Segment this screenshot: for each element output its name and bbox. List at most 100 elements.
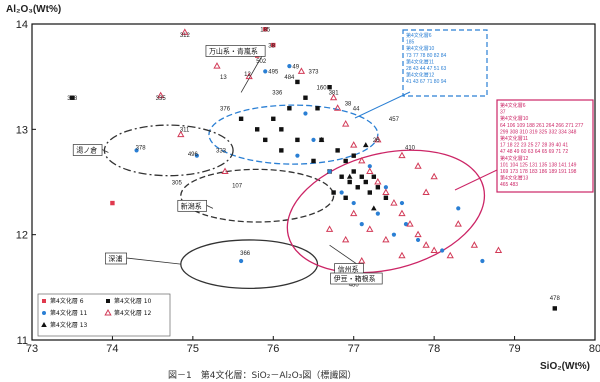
point-triangle	[414, 162, 422, 169]
point-square	[287, 106, 292, 111]
point-circle	[391, 232, 397, 237]
y-axis-title: Al₂O₃(Wt%)	[6, 4, 61, 15]
point-label: 373	[309, 70, 320, 76]
point-triangle	[374, 177, 382, 185]
point-label: 336	[272, 91, 283, 97]
point-square	[315, 106, 320, 111]
point-triangle	[366, 167, 374, 174]
point-triangle	[454, 220, 462, 227]
y-tick-label: 11	[17, 335, 28, 347]
callout-line: 第4文化層6	[406, 32, 432, 39]
blue-callout-pointer	[354, 91, 411, 119]
point-square	[279, 148, 284, 153]
point-label: 12	[244, 72, 251, 78]
point-square	[311, 158, 316, 164]
callout-line: 28 43 44 47 51 63	[406, 66, 447, 72]
legend-marker-triangle-filled	[41, 322, 47, 327]
point-label: 311	[180, 128, 190, 134]
point-triangle	[358, 256, 366, 264]
x-axis-title: SiO₂(Wt%)	[540, 361, 590, 372]
point-triangle	[414, 230, 422, 238]
point-triangle	[157, 91, 165, 99]
legend-label: 第4文化層 10	[114, 297, 152, 305]
point-circle	[295, 153, 300, 158]
callout-line: 第4文化層12	[500, 155, 529, 162]
legend: 第4文化層 6 第4文化層 10 第4文化層 11 第4文化層 12 第4文化層 13	[37, 293, 171, 337]
point-triangle	[398, 209, 406, 217]
callout-line: 64 106 109 188 261 264 266 271 277	[500, 123, 584, 129]
group-label-box	[205, 45, 266, 57]
data-points	[70, 27, 557, 311]
y-tick-label: 12	[16, 230, 28, 242]
group-label: 伊豆・箱根系	[334, 274, 376, 283]
point-label: 13	[220, 75, 227, 81]
y-tick-label: 13	[16, 124, 28, 136]
point-square	[110, 200, 115, 206]
point-square	[359, 174, 364, 179]
point-triangle	[329, 93, 338, 101]
point-label: 38	[345, 101, 352, 107]
group-label: 深浦	[108, 254, 122, 263]
point-triangle	[342, 235, 350, 243]
point-circle	[456, 206, 461, 211]
point-square	[552, 306, 557, 311]
group-label: 湯ノ倉	[76, 146, 97, 155]
group-arrow	[240, 50, 266, 93]
point-label: 484	[284, 75, 295, 81]
point-circle	[239, 258, 244, 264]
group-ellipse	[208, 104, 379, 165]
callout-line: 第4文化層11	[406, 58, 434, 65]
callout-line: 101 104 125 131 135 138 141 149	[500, 162, 577, 168]
callout-line: 169 173 178 183 186 189 191 198	[500, 169, 577, 175]
callout-line: 185	[406, 40, 415, 46]
point-triangle	[177, 130, 185, 138]
group-label: 新潟系	[181, 201, 202, 210]
point-square	[371, 174, 377, 179]
point-triangle	[213, 62, 221, 69]
point-square	[335, 148, 340, 153]
point-square	[351, 169, 356, 174]
group-arrow	[126, 257, 181, 265]
point-circle	[263, 69, 268, 74]
group-arrows	[101, 50, 364, 269]
legend-label: 第4文化層 13	[50, 321, 88, 329]
point-square	[351, 153, 356, 158]
point-triangle	[422, 241, 430, 248]
point-label: 410	[405, 146, 416, 152]
group-label-box	[72, 144, 103, 156]
point-label: 478	[550, 296, 561, 302]
point-circle	[367, 164, 372, 169]
magenta-callout-box	[496, 99, 594, 193]
group-label-box	[177, 199, 207, 212]
point-circle	[194, 153, 199, 158]
point-label: 49	[292, 64, 299, 70]
legend-marker-circle	[42, 311, 46, 315]
point-label: 457	[389, 117, 400, 123]
point-triangle-filled	[318, 136, 325, 142]
callout-line: 第4文化層10	[406, 45, 435, 52]
callout-line: 41 43 67 71 80 94	[406, 79, 447, 85]
callout-line: 17 18 22 23 25 27 28 39 40 41	[500, 143, 568, 149]
point-triangle	[342, 120, 350, 127]
point-triangle	[245, 72, 253, 80]
point-label: 160	[317, 85, 328, 91]
point-triangle	[366, 225, 374, 232]
x-tick-label: 74	[106, 343, 118, 355]
point-label: 502	[256, 59, 267, 65]
point-circle	[359, 222, 364, 227]
point-triangle	[406, 220, 414, 227]
callout-line: 第4文化層6	[500, 102, 526, 109]
point-triangle	[181, 28, 189, 35]
point-triangle	[398, 251, 406, 259]
group-label: 信州系	[338, 265, 359, 274]
point-circle	[287, 64, 292, 69]
legend-box	[37, 293, 171, 337]
figure-caption: 図－1 第4文化層：SiO₂－Al₂O₃図（標識図）	[168, 369, 356, 381]
point-triangle	[325, 225, 334, 232]
point-label: 366	[240, 251, 251, 257]
point-circle	[327, 169, 332, 174]
point-triangle	[398, 151, 406, 159]
point-triangle	[374, 135, 382, 143]
group-ellipse	[180, 168, 335, 223]
